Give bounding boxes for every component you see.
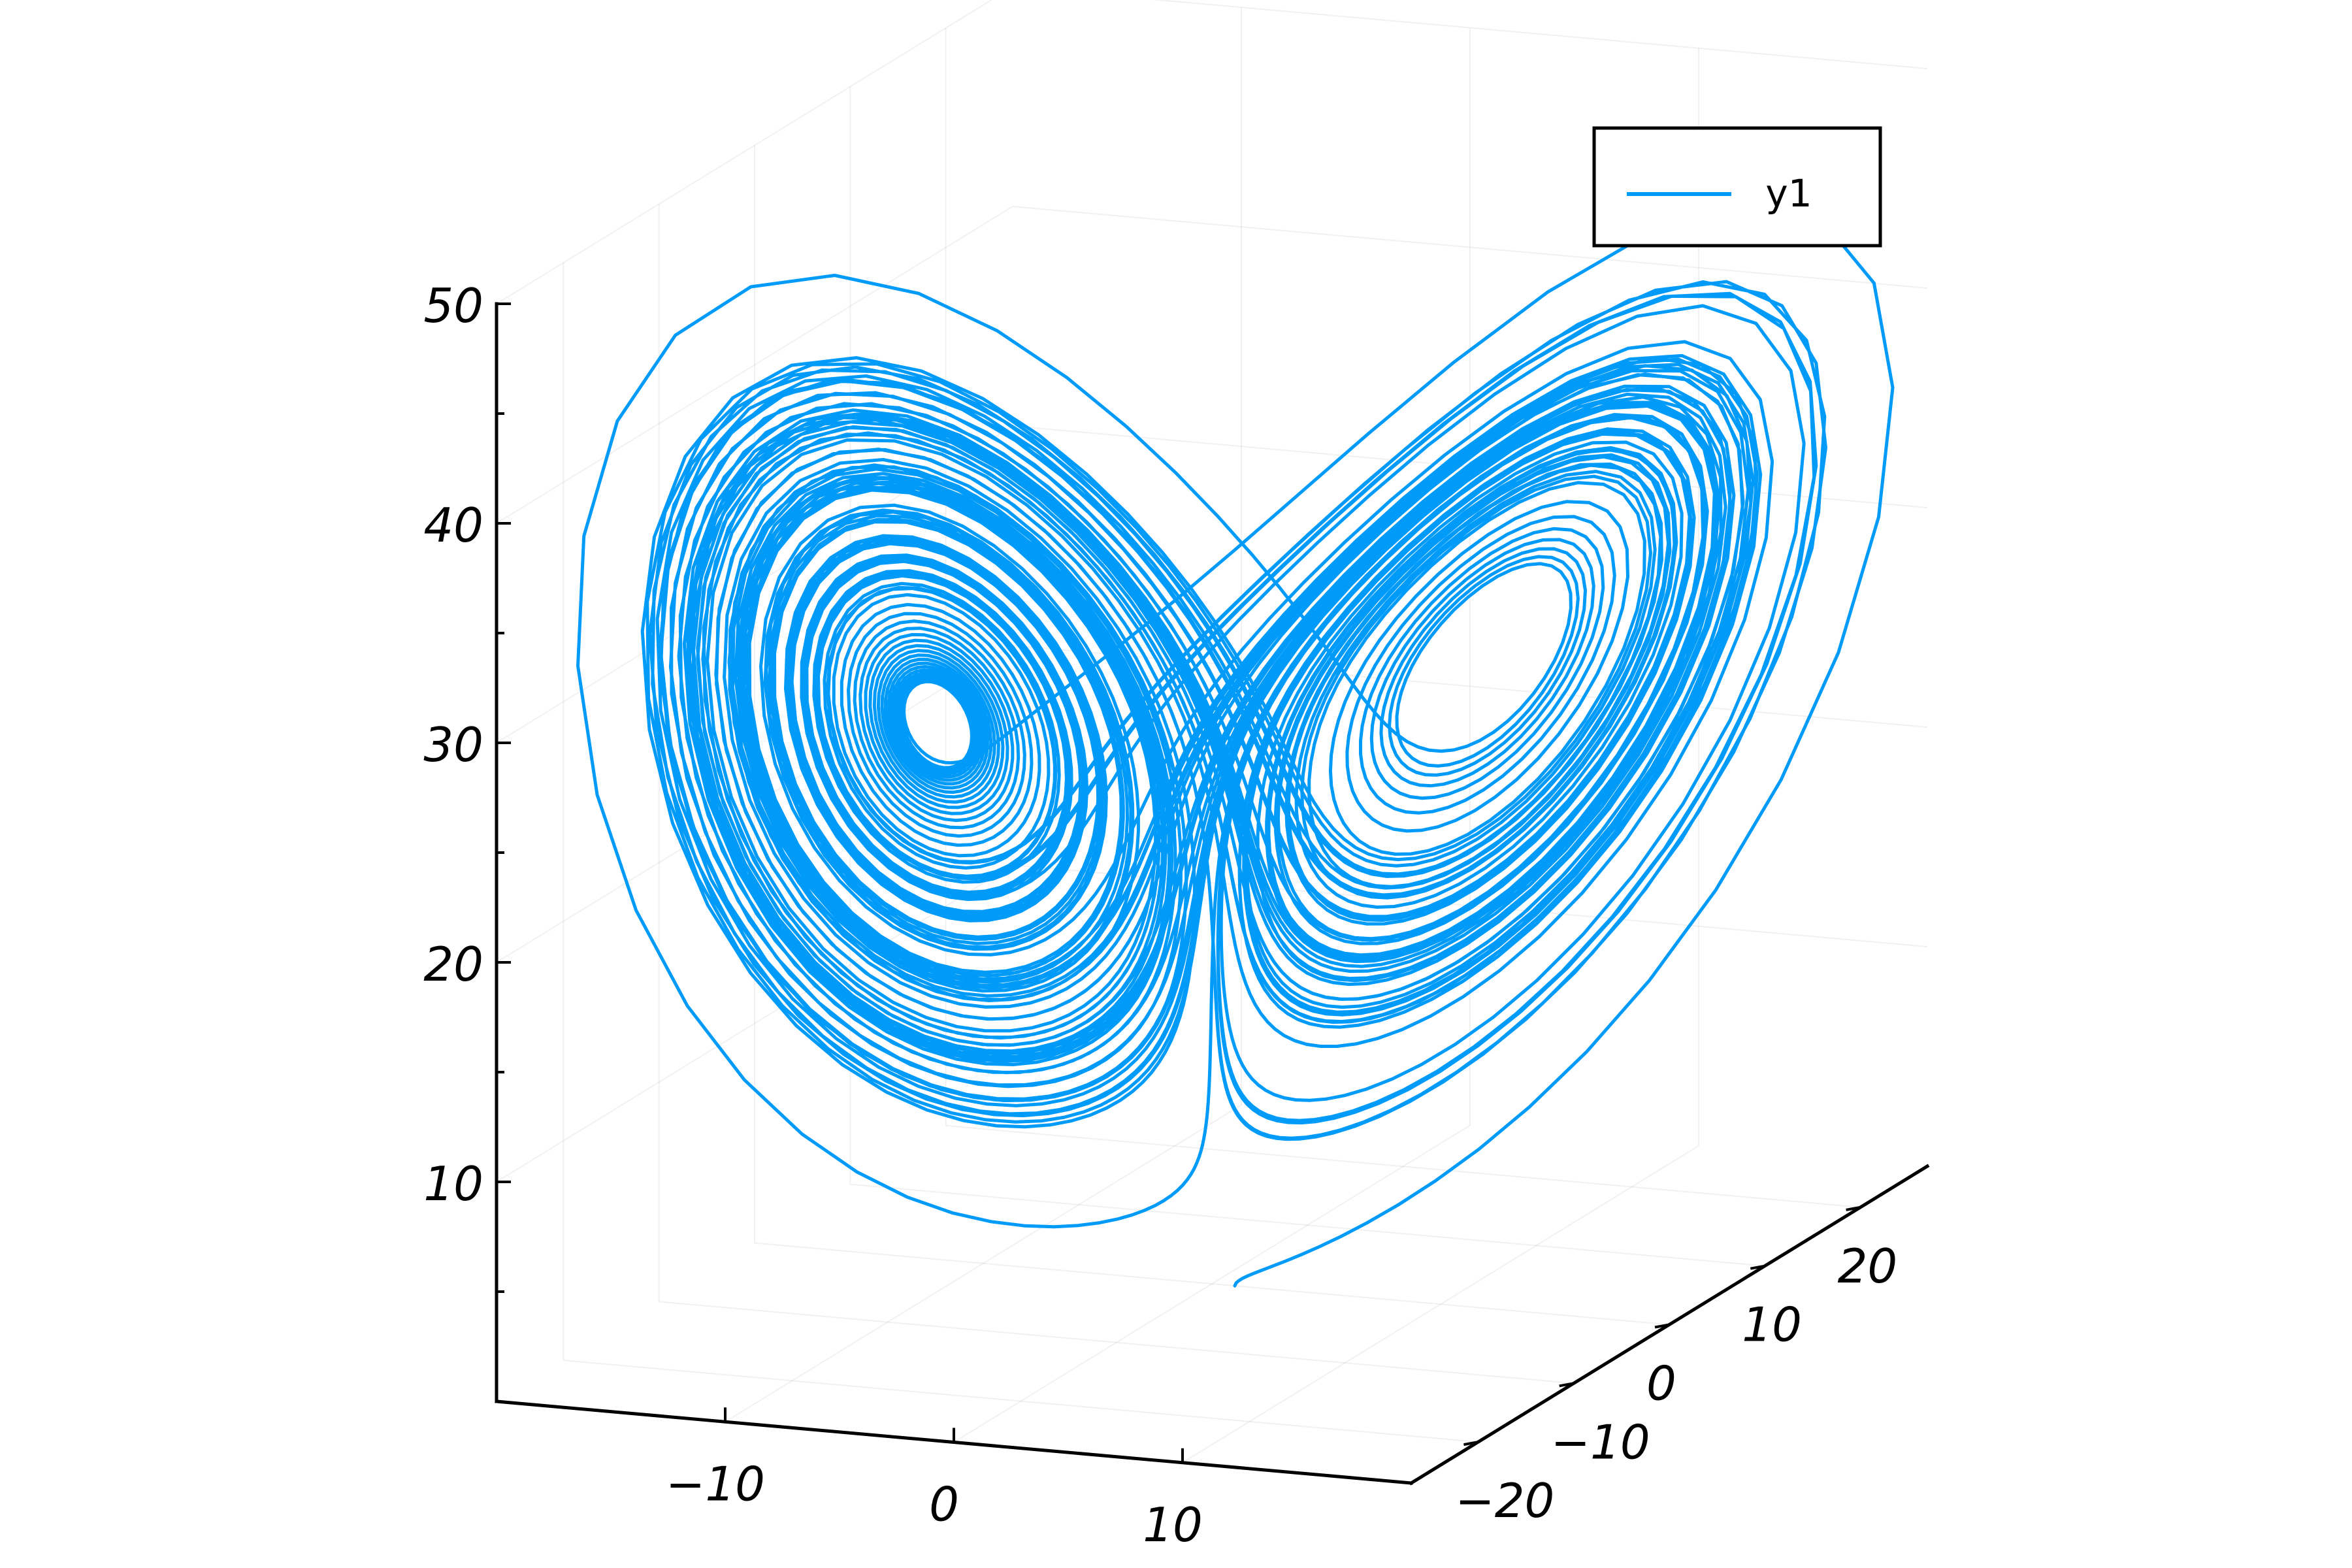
y-tick-label: 10 [1742,1298,1802,1352]
z-tick-label: 10 [423,1156,483,1211]
z-tick-label: 30 [423,717,483,772]
y-tick-label: −10 [1551,1414,1650,1469]
legend: y1 [1592,126,1882,248]
grid-line [725,1104,1242,1423]
x-tick-label: −10 [666,1456,765,1511]
z-tick-label: 40 [423,498,483,553]
z-tick-label: 50 [423,278,483,333]
x-tick-label: 0 [929,1477,959,1532]
grid-line [496,0,993,304]
legend-box [1592,126,1882,248]
y-tick [1846,1205,1861,1211]
grid-line [850,1183,1765,1267]
series-layer [576,203,1895,1288]
y-tick-label: 0 [1646,1356,1676,1411]
grid-line [659,1301,1574,1384]
y-tick-label: −20 [1455,1473,1554,1528]
grid-line [953,1124,1471,1443]
series-y1-line [576,203,1895,1288]
grid-line [945,1124,1861,1208]
y-tick [1654,1323,1670,1329]
y-tick-label: 20 [1838,1239,1898,1294]
grid-line [496,206,1013,524]
grid-line [496,864,1013,1183]
grid-line [1012,645,1928,728]
grid-line [563,1360,1478,1443]
y-tick [1559,1382,1575,1388]
legend-label-y1: y1 [1765,171,1812,216]
grid-line [1151,0,1928,69]
grid-line [496,645,1013,963]
x-tick-label: 10 [1143,1497,1203,1552]
y-tick [1463,1441,1478,1446]
z-tick-label: 20 [423,937,483,992]
grid-line [754,1242,1670,1326]
y-tick [1750,1264,1765,1270]
grid-line [1012,206,1928,289]
grid-line [1182,1145,1699,1463]
